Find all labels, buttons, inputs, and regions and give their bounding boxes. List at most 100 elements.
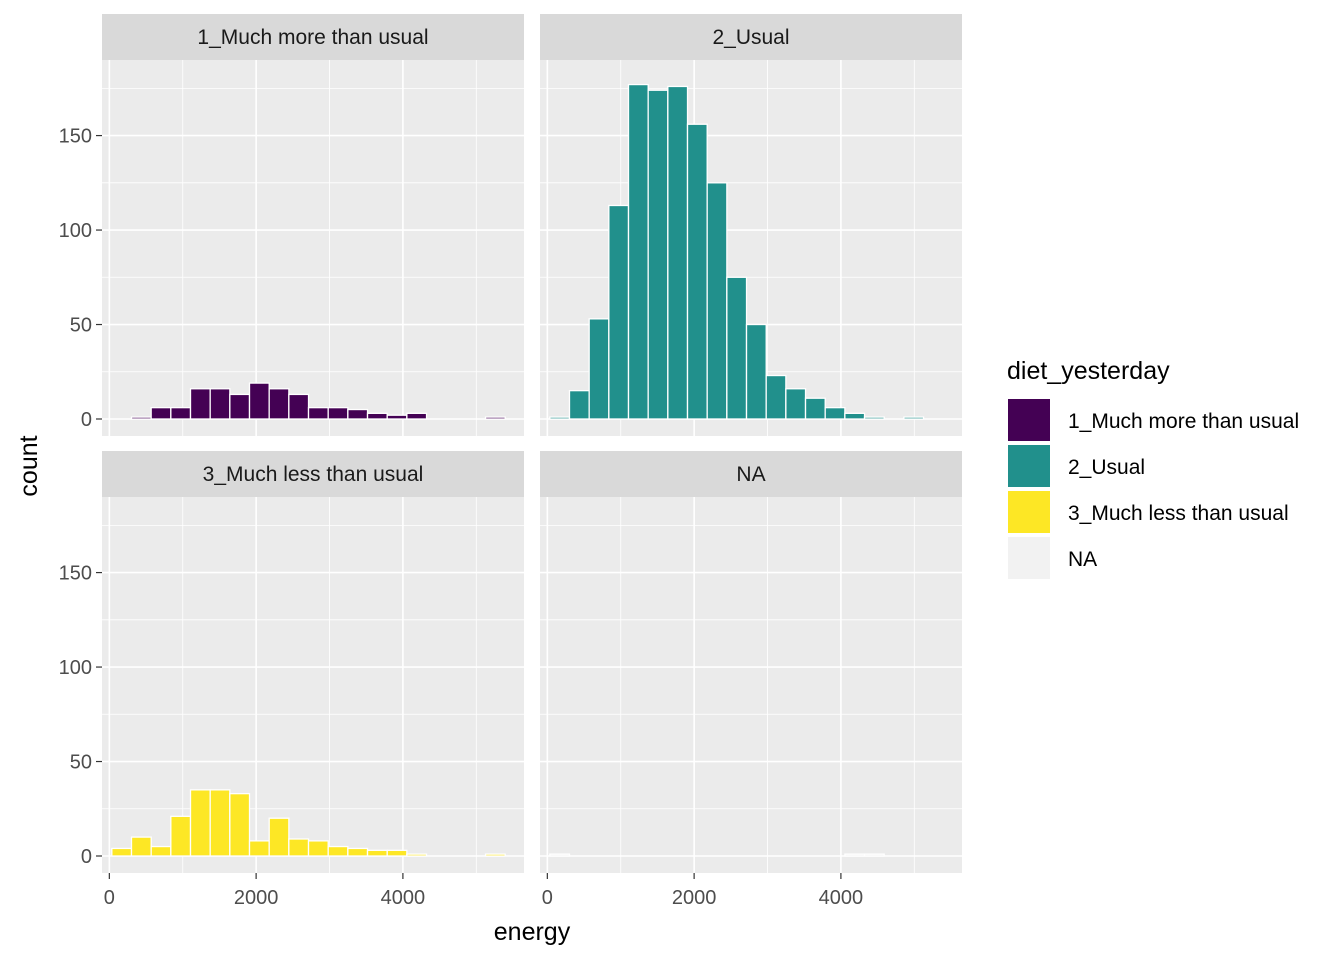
legend-item: 3_Much less than usual: [1008, 491, 1289, 533]
y-tick-label: 50: [70, 315, 92, 337]
x-tick-label: 2000: [672, 887, 717, 909]
histogram-bar: [150, 845, 172, 857]
histogram-bar: [248, 840, 270, 857]
facet-strip: [102, 14, 524, 60]
histogram-bar: [288, 838, 310, 857]
facet-panel: 3_Much less than usual: [102, 451, 524, 873]
histogram-bar: [209, 789, 231, 857]
histogram-bar: [484, 416, 506, 420]
legend-key: [1008, 399, 1050, 441]
panel-background: [540, 497, 962, 873]
histogram-bar: [307, 840, 329, 857]
histogram-bar: [170, 407, 192, 420]
legend-label: 3_Much less than usual: [1068, 502, 1289, 525]
legend-label: 2_Usual: [1068, 456, 1145, 479]
x-tick-label: 0: [542, 887, 553, 909]
histogram-bar: [647, 89, 669, 420]
legend-key: [1008, 445, 1050, 487]
facet-strip: [540, 451, 962, 497]
panel-background: [102, 497, 524, 873]
histogram-bar: [608, 204, 630, 420]
histogram-bar: [706, 182, 728, 420]
facet-panels: 1_Much more than usual 2_Usual 3_Much less…: [102, 14, 962, 873]
facet-strip: [540, 14, 962, 60]
histogram-bar: [209, 388, 231, 420]
histogram-bar: [765, 374, 787, 420]
histogram-bar: [588, 318, 610, 420]
histogram-bar: [686, 123, 708, 420]
legend-item: 2_Usual: [1008, 445, 1145, 487]
histogram-bar: [785, 388, 807, 420]
histogram-bar: [726, 276, 748, 420]
legend-label: NA: [1068, 548, 1097, 571]
histogram-bar: [549, 853, 571, 857]
histogram-bar: [130, 416, 152, 420]
x-tick-label: 4000: [819, 887, 864, 909]
y-tick-label: 0: [81, 846, 92, 868]
histogram-bar: [804, 397, 826, 420]
histogram-bar: [549, 416, 571, 420]
histogram-bar: [903, 416, 925, 420]
histogram-bar: [844, 853, 866, 857]
x-tick-label: 4000: [381, 887, 426, 909]
histogram-bar: [268, 817, 290, 857]
histogram-bar: [406, 412, 428, 420]
y-tick-label: 100: [59, 657, 92, 679]
facet-panel: NA: [540, 451, 962, 873]
legend-title: diet_yesterday: [1007, 357, 1170, 385]
axes: 0 50 100 150 0 50 100 150 0 2000 4000 0 2000 4000: [59, 126, 864, 909]
histogram-bar: [844, 412, 866, 420]
panel-background: [102, 60, 524, 436]
histogram-bar: [406, 853, 428, 857]
histogram-bar: [366, 412, 388, 420]
facet-strip-label: 1_Much more than usual: [197, 26, 428, 49]
y-tick-label: 50: [70, 752, 92, 774]
histogram-bar: [288, 393, 310, 420]
histogram-bar: [366, 849, 388, 857]
histogram-bar: [229, 792, 251, 857]
legend-key: [1008, 491, 1050, 533]
facet-panel: 2_Usual: [540, 14, 962, 436]
histogram-bar: [248, 382, 270, 420]
histogram-bar: [627, 83, 649, 420]
facet-strip-label: 2_Usual: [712, 26, 789, 49]
y-tick-label: 100: [59, 220, 92, 242]
y-tick-label: 150: [59, 563, 92, 585]
histogram-bar: [347, 847, 369, 857]
histogram-bar: [229, 393, 251, 420]
y-tick-label: 150: [59, 126, 92, 148]
histogram-bar: [111, 847, 133, 857]
y-tick-label: 0: [81, 409, 92, 431]
histogram-bar: [863, 853, 885, 857]
histogram-bar: [386, 414, 408, 420]
x-tick-label: 2000: [234, 887, 279, 909]
legend-label: 1_Much more than usual: [1068, 410, 1299, 433]
y-axis-title: count: [15, 435, 43, 496]
x-tick-label: 0: [104, 887, 115, 909]
histogram-bar: [189, 388, 211, 420]
histogram-bar: [268, 388, 290, 420]
legend-item: 1_Much more than usual: [1008, 399, 1299, 441]
histogram-bar: [347, 408, 369, 420]
histogram-bar: [745, 323, 767, 420]
x-axis-title: energy: [494, 918, 571, 946]
histogram-bar: [863, 416, 885, 420]
histogram-bar: [150, 407, 172, 420]
facet-strip-label: NA: [736, 463, 765, 486]
histogram-bar: [307, 407, 329, 420]
histogram-bar: [130, 836, 152, 857]
facet-strip-label: 3_Much less than usual: [203, 463, 424, 486]
histogram-bar: [824, 407, 846, 420]
histogram-bar: [327, 407, 349, 420]
legend-item: NA: [1008, 537, 1097, 579]
histogram-bar: [484, 853, 506, 857]
histogram-bar: [667, 85, 689, 420]
legend: diet_yesterday 1_Much more than usual 2_U…: [1007, 357, 1299, 579]
legend-key: [1008, 537, 1050, 579]
histogram-bar: [386, 849, 408, 857]
histogram-bar: [189, 789, 211, 857]
facet-strip: [102, 451, 524, 497]
histogram-bar: [568, 390, 590, 420]
histogram-bar: [327, 845, 349, 857]
